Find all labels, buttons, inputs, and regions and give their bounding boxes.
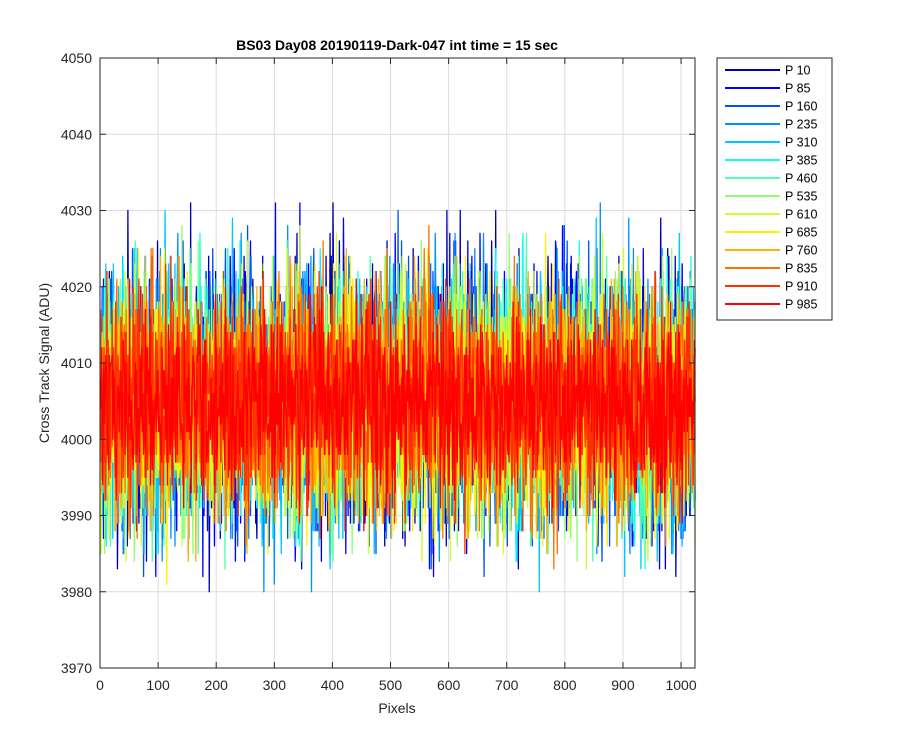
plot-area: 0 100 200 300 400 500 600 700 800 900 1000 3970 3980… — [61, 50, 697, 693]
x-tick-label: 100 — [146, 677, 170, 693]
y-tick-label: 4000 — [61, 431, 92, 447]
x-tick-label: 900 — [611, 677, 635, 693]
legend-entry-label: P 835 — [785, 262, 817, 276]
legend-entry-label: P 85 — [785, 82, 811, 96]
legend-entry-label: P 760 — [785, 244, 817, 258]
y-tick-label: 3980 — [61, 584, 92, 600]
legend: P 10 P 85 P 160 P 235 P 310 P 385 P 460 P 535 P … — [716, 57, 833, 321]
legend-entry-label: P 910 — [785, 280, 817, 294]
legend-box — [716, 57, 833, 321]
x-axis-label: Pixels — [378, 700, 415, 716]
x-tick-label: 0 — [96, 677, 104, 693]
legend-entry-label: P 535 — [785, 190, 817, 204]
x-tick-label: 600 — [437, 677, 461, 693]
legend-entry-label: P 460 — [785, 172, 817, 186]
y-tick-label: 4040 — [61, 126, 92, 142]
legend-entry-label: P 985 — [785, 298, 817, 312]
x-tick-label: 700 — [495, 677, 519, 693]
legend-entry-label: P 610 — [785, 208, 817, 222]
legend-entry-label: P 10 — [785, 64, 811, 78]
data-series — [99, 202, 696, 593]
x-tick-label: 1000 — [665, 677, 696, 693]
chart-title: BS03 Day08 20190119-Dark-047 int time = … — [236, 37, 558, 53]
legend-entry-label: P 160 — [785, 100, 817, 114]
x-tick-label: 300 — [263, 677, 287, 693]
legend-entry-label: P 685 — [785, 226, 817, 240]
legend-entry-label: P 385 — [785, 154, 817, 168]
series-line-p985 — [99, 278, 696, 532]
y-tick-label: 3970 — [61, 660, 92, 676]
y-tick-label: 4030 — [61, 203, 92, 219]
y-tick-label: 4010 — [61, 355, 92, 371]
y-tick-label: 4050 — [61, 50, 92, 66]
x-tick-label: 200 — [205, 677, 229, 693]
axis-ticks: 0 100 200 300 400 500 600 700 800 900 1000 3970 3980… — [61, 50, 697, 693]
y-axis-label: Cross Track Signal (ADU) — [36, 283, 52, 443]
legend-entry-label: P 235 — [785, 118, 817, 132]
x-tick-label: 800 — [553, 677, 577, 693]
x-tick-label: 500 — [379, 677, 403, 693]
y-tick-label: 3990 — [61, 508, 92, 524]
legend-entry-label: P 310 — [785, 136, 817, 150]
y-tick-label: 4020 — [61, 279, 92, 295]
x-tick-label: 400 — [321, 677, 345, 693]
